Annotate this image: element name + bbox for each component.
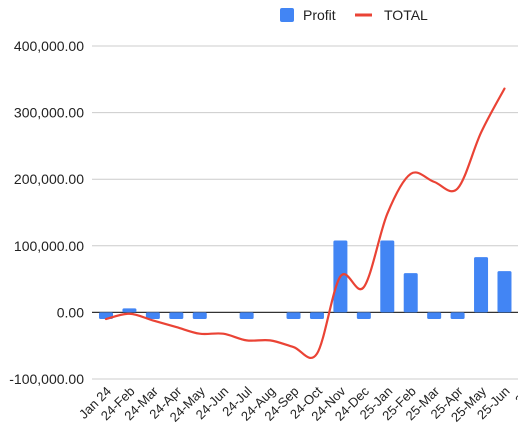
profit-bar (427, 312, 442, 320)
profit-bar (450, 312, 465, 320)
y-tick-label: -100,000.00 (9, 371, 84, 387)
total-line (104, 87, 506, 360)
total-line-path (104, 87, 506, 360)
y-tick-label: 0.00 (57, 304, 84, 320)
y-tick-label: 400,000.00 (14, 38, 84, 54)
y-tick-label: 100,000.00 (14, 238, 84, 254)
profit-bar (169, 312, 184, 320)
profit-bar (474, 257, 489, 313)
profit-bar (239, 312, 254, 320)
profit-bar (122, 308, 137, 313)
y-tick-label: 300,000.00 (14, 105, 84, 121)
profit-bar (309, 312, 324, 320)
profit-bars (99, 240, 512, 320)
profit-bar (356, 312, 371, 320)
legend-label-profit: Profit (303, 7, 336, 23)
x-tick-label: 25- (512, 384, 518, 408)
legend-swatch-profit (280, 8, 294, 22)
legend: Profit TOTAL (280, 7, 428, 23)
gridlines (92, 45, 518, 380)
x-axis-ticks: Jan 2424-Feb24-Mar24-Apr24-May24-Jun24-J… (76, 383, 518, 425)
profit-bar (286, 312, 301, 320)
legend-label-total: TOTAL (384, 7, 428, 23)
profit-bar (192, 312, 207, 320)
profit-bar (380, 240, 395, 313)
y-tick-label: 200,000.00 (14, 171, 84, 187)
y-axis-ticks: 400,000.00 300,000.00 200,000.00 100,000.00… (9, 38, 84, 387)
profit-bar (145, 312, 160, 320)
profit-bar (403, 273, 418, 313)
profit-bar (497, 271, 512, 313)
